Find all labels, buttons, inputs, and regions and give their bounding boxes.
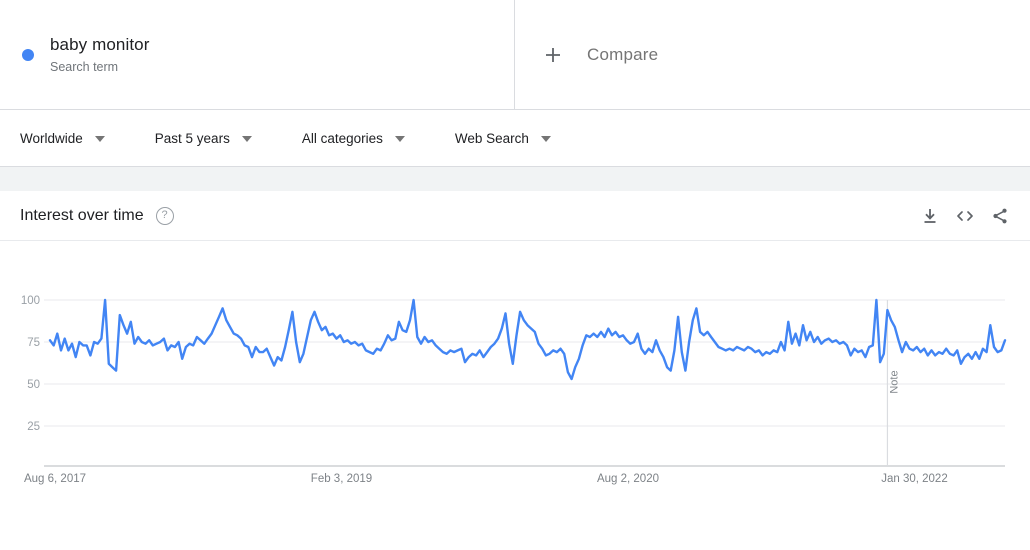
search-type-filter-dropdown[interactable]: Web Search [455, 131, 551, 146]
filter-bar: Worldwide Past 5 years All categories We… [0, 110, 1030, 167]
chevron-down-icon [94, 136, 105, 142]
explore-header: baby monitor Search term Compare [0, 0, 1030, 110]
plus-icon [543, 45, 563, 65]
search-term-card[interactable]: baby monitor Search term [0, 0, 514, 109]
x-axis-tick-label: Aug 6, 2017 [24, 473, 86, 485]
time-range-filter-value: Past 5 years [154, 130, 230, 146]
region-filter-dropdown[interactable]: Worldwide [20, 131, 105, 146]
download-icon[interactable] [920, 206, 940, 226]
y-axis-tick-label: 50 [27, 379, 40, 391]
y-axis-tick-label: 25 [27, 421, 40, 433]
search-term-type: Search term [50, 60, 119, 74]
region-filter-value: Worldwide [20, 130, 83, 146]
y-axis-tick-label: 75 [27, 337, 40, 349]
card-actions [920, 206, 1010, 226]
card-title: Interest over time [20, 206, 144, 224]
x-axis-tick-label: Aug 2, 2020 [597, 473, 659, 485]
compare-add-button[interactable]: Compare [514, 0, 1030, 109]
category-filter-value: All categories [301, 130, 383, 146]
chevron-down-icon [394, 136, 405, 142]
term-text: baby monitor Search term [50, 35, 149, 74]
search-term-title: baby monitor [50, 35, 150, 54]
chevron-down-icon [540, 136, 551, 142]
note-marker-label: Note [888, 370, 900, 393]
interest-over-time-card: Interest over time ? [0, 191, 1030, 550]
embed-icon[interactable] [955, 206, 975, 226]
chevron-down-icon [241, 136, 252, 142]
share-icon[interactable] [990, 206, 1010, 226]
category-filter-dropdown[interactable]: All categories [302, 131, 405, 146]
y-axis-tick-label: 100 [21, 295, 40, 307]
section-spacer [0, 167, 1030, 191]
compare-label: Compare [587, 44, 659, 64]
x-axis-tick-label: Jan 30, 2022 [881, 473, 948, 485]
interest-over-time-chart[interactable]: 100 75 50 25 Aug 6, 2017 Feb 3, 2019 Aug 2, 20… [0, 250, 1030, 550]
search-type-filter-value: Web Search [454, 130, 529, 146]
time-range-filter-dropdown[interactable]: Past 5 years [155, 131, 252, 146]
help-icon[interactable]: ? [155, 206, 174, 225]
x-axis-tick-label: Feb 3, 2019 [311, 473, 372, 485]
card-header: Interest over time ? [0, 191, 1030, 241]
series-color-dot [22, 48, 34, 61]
trend-line-series[interactable] [48, 298, 1007, 381]
